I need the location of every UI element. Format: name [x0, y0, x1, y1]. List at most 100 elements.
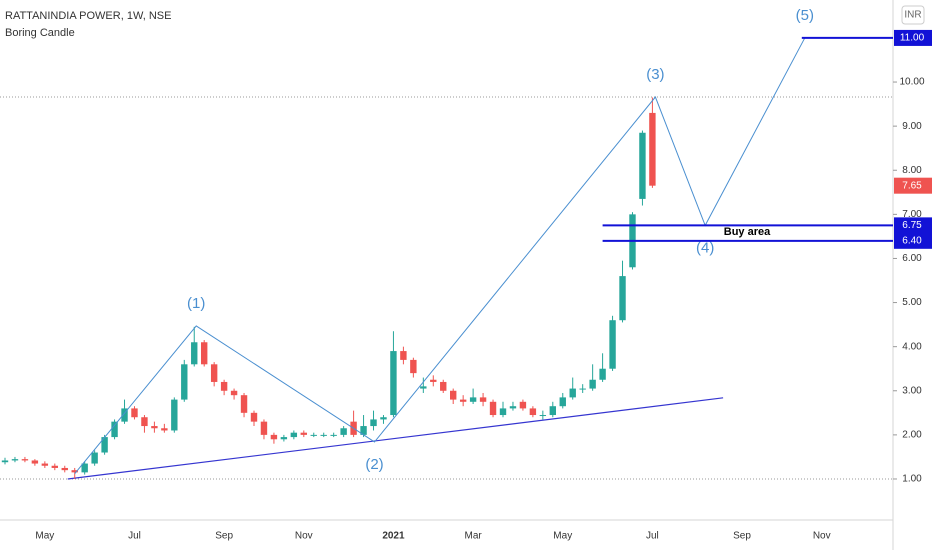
y-tick-label: 4.00	[902, 341, 922, 352]
x-tick-label: May	[35, 531, 54, 542]
y-tick-label: 6.00	[902, 253, 922, 264]
candle-body	[101, 437, 108, 453]
candle-body	[450, 390, 457, 400]
x-tick-label: Jul	[646, 531, 659, 542]
wave-line	[74, 37, 806, 475]
candle-body	[1, 460, 9, 463]
candle-body	[509, 406, 517, 409]
candle-body	[290, 432, 298, 438]
wave-label: (5)	[796, 7, 814, 24]
candle-body	[430, 379, 437, 382]
candle-body	[539, 415, 547, 417]
y-tick-label: 7.00	[902, 209, 922, 220]
x-tick-label: Mar	[465, 531, 483, 542]
candle-body	[340, 428, 347, 435]
candle-body	[649, 112, 656, 186]
x-tick-label: 2021	[382, 531, 405, 542]
level-price-label: 11.00	[900, 33, 925, 44]
candle-body	[459, 399, 467, 402]
y-tick-label: 10.00	[899, 77, 924, 88]
candle-body	[300, 432, 307, 435]
y-tick-label: 5.00	[902, 297, 922, 308]
level-price-label: 6.75	[902, 220, 922, 231]
candle-body	[41, 463, 49, 466]
candle-body	[440, 381, 447, 391]
candle-body	[479, 397, 487, 402]
candle-body	[380, 417, 387, 420]
candle-body	[220, 381, 228, 391]
candle-body	[469, 397, 477, 402]
candle-body	[121, 408, 128, 422]
candle-body	[370, 419, 377, 427]
wave-label: (1)	[187, 295, 205, 312]
candle-body	[280, 437, 288, 440]
last-price-box	[894, 177, 932, 194]
candle-body	[529, 408, 537, 416]
candle-body	[240, 395, 248, 413]
candle-body	[589, 379, 596, 389]
candle-body	[191, 342, 198, 365]
last-price-label: 7.65	[902, 180, 922, 191]
candle-body	[181, 364, 188, 400]
candle-body	[320, 434, 327, 436]
candle-body	[260, 421, 268, 435]
candle-body	[31, 460, 39, 464]
wave-label: (3)	[646, 66, 664, 83]
candle-body	[21, 459, 29, 461]
y-tick-label: 3.00	[902, 385, 922, 396]
candle-body	[599, 368, 606, 380]
y-tick-label: 9.00	[902, 121, 922, 132]
candle-body	[51, 465, 58, 468]
annotation: Buy area	[724, 226, 771, 238]
x-tick-label: Nov	[813, 531, 831, 542]
candle-body	[270, 434, 278, 440]
y-tick-label: 8.00	[902, 165, 922, 176]
candle-body	[549, 406, 556, 416]
candle-body	[151, 426, 158, 429]
candle-body	[569, 388, 576, 398]
candle-body	[609, 320, 616, 369]
candle-body	[131, 408, 138, 418]
candle-body	[111, 421, 118, 438]
candle-body	[61, 467, 68, 471]
currency-box[interactable]	[901, 5, 925, 25]
candle-body	[171, 399, 178, 431]
currency[interactable]: INR	[904, 10, 921, 21]
candle-body	[11, 459, 19, 461]
candle-body	[410, 359, 417, 374]
candle-body	[201, 342, 208, 365]
candle-body	[250, 412, 258, 422]
candle-body	[499, 408, 507, 416]
x-tick-label: May	[553, 531, 572, 542]
candle-body	[420, 386, 427, 389]
chart-subtitle: Boring Candle	[5, 27, 75, 39]
level-price-label: 6.40	[902, 235, 922, 246]
candle-body	[559, 397, 566, 407]
candle-body	[619, 276, 626, 321]
candle-body	[71, 470, 78, 473]
candle-body	[230, 390, 238, 396]
candle-body	[91, 452, 98, 464]
trendline	[67, 397, 724, 480]
x-tick-label: Jul	[128, 531, 141, 542]
y-tick-label: 2.00	[902, 430, 922, 441]
chart-title: RATTANINDIA POWER, 1W, NSE	[5, 10, 171, 22]
x-tick-label: Sep	[215, 531, 233, 542]
level-price-box	[894, 232, 932, 249]
candle-body	[489, 401, 497, 416]
x-tick-label: Nov	[295, 531, 313, 542]
wave-label: (2)	[365, 456, 383, 473]
candle-body	[400, 351, 407, 360]
candle-body	[330, 434, 337, 436]
candle-body	[579, 388, 586, 390]
candle-body	[310, 434, 317, 436]
wave-label: (4)	[696, 239, 714, 256]
level-price-box	[894, 217, 932, 234]
y-tick-label: 1.00	[902, 474, 922, 485]
candle-body	[210, 364, 218, 382]
candle-body	[390, 351, 397, 416]
level-price-box	[894, 29, 932, 46]
